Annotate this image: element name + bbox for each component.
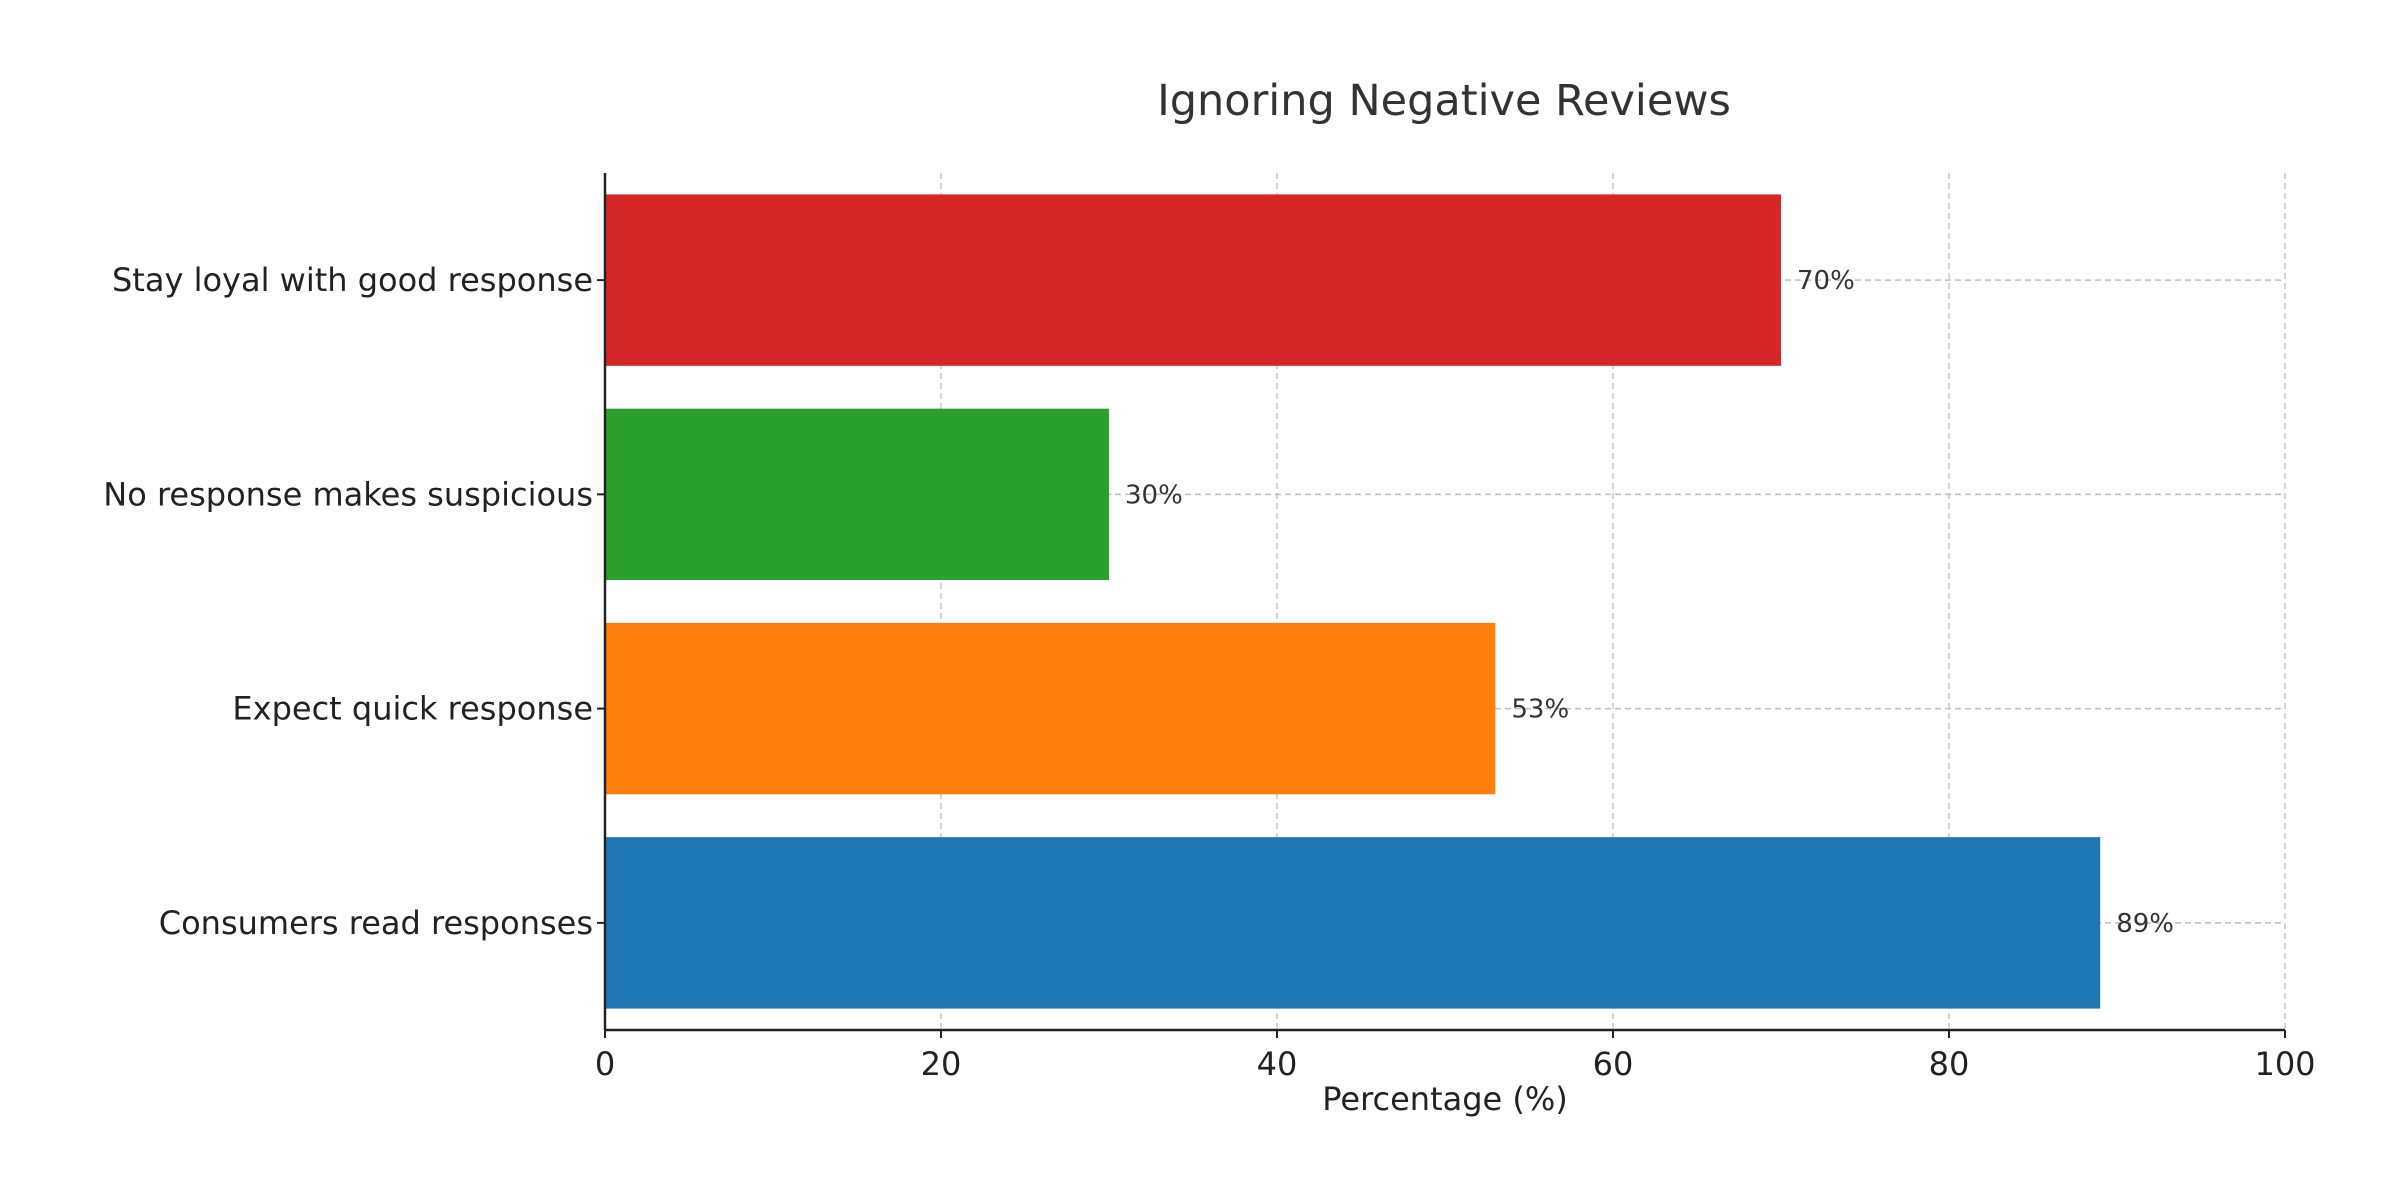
- y-tick-label: Consumers read responses: [159, 904, 593, 942]
- bar: [605, 408, 1109, 581]
- bar: [605, 194, 1781, 366]
- axes: 0 20 40 60 80 100 Consumers read responses Expe…: [103, 173, 2316, 1083]
- y-tick-label: No response makes suspicious: [103, 475, 593, 513]
- x-tick-label: 100: [2254, 1045, 2315, 1083]
- bars: 89% 53% 30% 70%: [605, 194, 2174, 1009]
- value-label: 70%: [1797, 266, 1855, 296]
- x-axis-label: Percentage (%): [1322, 1080, 1568, 1118]
- value-label: 53%: [1511, 695, 1569, 725]
- x-tick-label: 80: [1929, 1045, 1970, 1083]
- value-label: 30%: [1125, 480, 1183, 510]
- bar: [605, 837, 2101, 1009]
- x-tick-label: 60: [1593, 1045, 1634, 1083]
- chart-title: Ignoring Negative Reviews: [1157, 76, 1731, 126]
- value-label: 89%: [2116, 909, 2174, 939]
- x-tick-label: 40: [1257, 1045, 1298, 1083]
- y-tick-label: Stay loyal with good response: [112, 261, 593, 299]
- x-tick-label: 0: [595, 1045, 615, 1083]
- x-tick-label: 20: [921, 1045, 962, 1083]
- y-tick-label: Expect quick response: [232, 690, 593, 728]
- bar: [605, 622, 1496, 795]
